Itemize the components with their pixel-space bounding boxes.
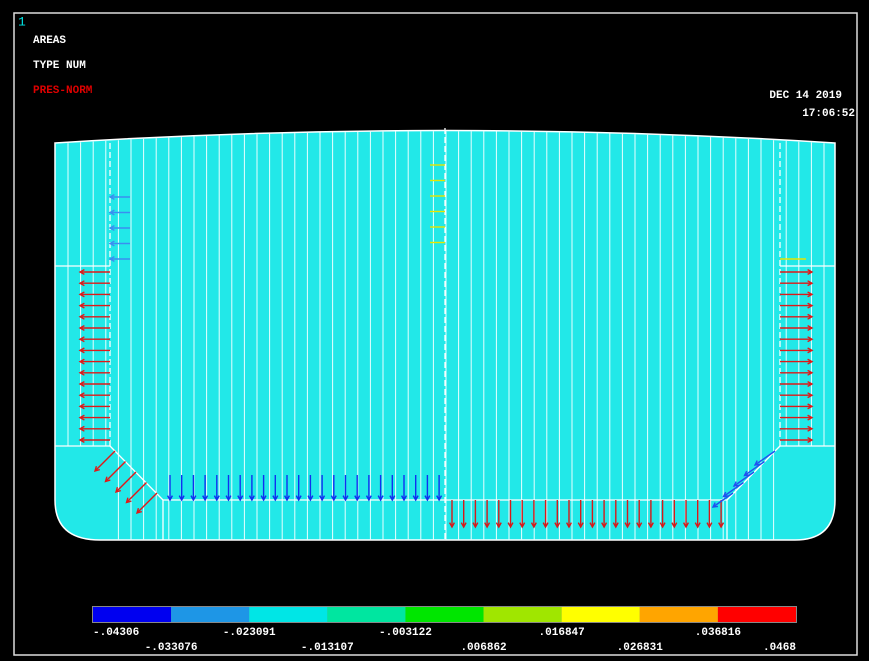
legend-value: .0468	[763, 642, 796, 654]
time-label: 17:06:52	[802, 108, 855, 120]
page: 1 AREAS TYPE NUM PRES-NORM DEC 14 2019 1…	[0, 0, 869, 661]
legend-value: .026831	[617, 642, 664, 654]
ansys-graphics-window: 1 AREAS TYPE NUM PRES-NORM DEC 14 2019 1…	[0, 0, 869, 661]
legend-swatch	[249, 607, 327, 622]
legend-value: -.04306	[93, 627, 139, 639]
legend-value: .016847	[539, 627, 585, 639]
legend-value: .036816	[695, 627, 741, 639]
legend-value: .006862	[460, 642, 506, 654]
legend-swatch	[718, 607, 796, 622]
load-label: PRES-NORM	[33, 85, 93, 97]
legend-value: -.023091	[223, 627, 276, 639]
legend-swatch	[405, 607, 483, 622]
date-label: DEC 14 2019	[769, 90, 842, 102]
legend-swatch	[562, 607, 640, 622]
legend-value: -.013107	[301, 642, 354, 654]
legend-swatch	[93, 607, 171, 622]
legend-value: -.003122	[379, 627, 432, 639]
legend-swatch	[640, 607, 718, 622]
window-number: 1	[18, 14, 26, 29]
legend-value: -.033076	[145, 642, 198, 654]
numbering-label: TYPE NUM	[33, 60, 86, 72]
plot-label: AREAS	[33, 35, 66, 47]
legend-swatch	[171, 607, 249, 622]
legend-swatch	[484, 607, 562, 622]
legend-swatch	[327, 607, 405, 622]
